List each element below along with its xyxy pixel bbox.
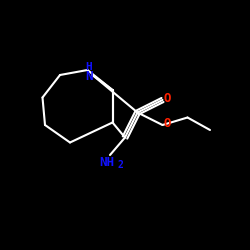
Text: NH: NH bbox=[99, 156, 114, 169]
Text: N: N bbox=[85, 70, 92, 83]
Text: O: O bbox=[163, 117, 171, 130]
Text: O: O bbox=[163, 92, 171, 105]
Text: 2: 2 bbox=[118, 160, 124, 170]
Text: H: H bbox=[86, 62, 92, 72]
